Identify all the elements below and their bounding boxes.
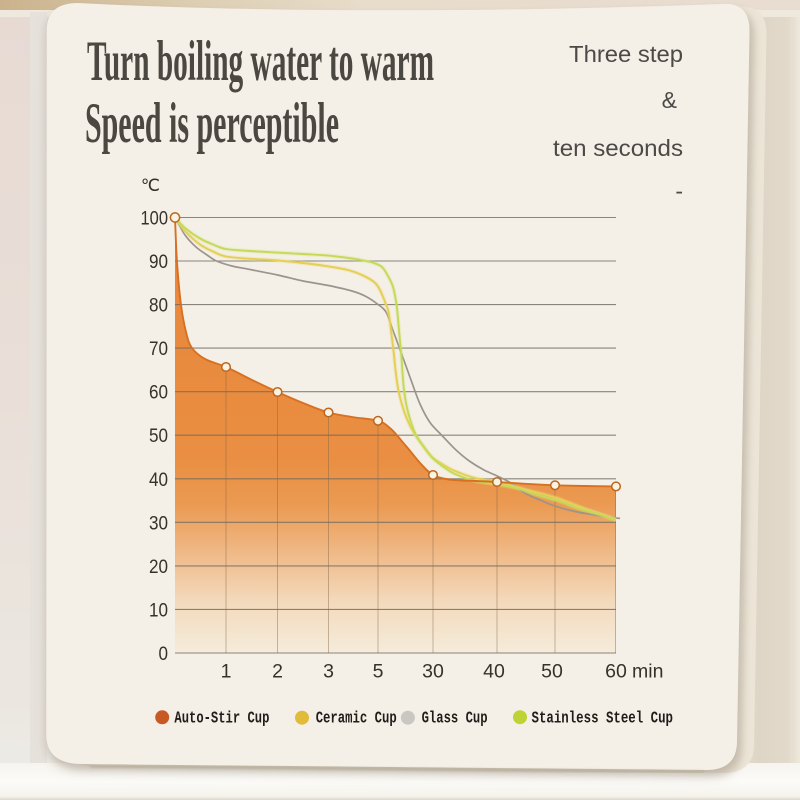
svg-text:60: 60 [605,661,627,683]
svg-text:70: 70 [149,338,168,360]
svg-text:2: 2 [272,661,283,683]
svg-text:50: 50 [149,425,168,447]
svg-text:10: 10 [149,599,168,621]
svg-text:Auto-Stir Cup: Auto-Stir Cup [174,710,269,729]
svg-text:Three step: Three step [569,41,683,67]
svg-text:Speed is perceptible: Speed is perceptible [85,92,339,155]
svg-text:3: 3 [323,661,334,683]
svg-text:Ceramic Cup: Ceramic Cup [316,710,397,729]
svg-text:Stainless Steel Cup: Stainless Steel Cup [532,710,674,729]
svg-text:30: 30 [149,512,168,534]
svg-text:-: - [675,178,683,204]
svg-text:60: 60 [149,382,168,404]
svg-text:1: 1 [221,661,232,683]
svg-text:5: 5 [373,661,384,683]
svg-text:20: 20 [149,556,168,578]
svg-text:0: 0 [159,643,169,665]
svg-text:30: 30 [422,661,444,683]
svg-text:40: 40 [149,469,168,491]
svg-text:50: 50 [541,661,563,683]
svg-text:Glass Cup: Glass Cup [422,710,488,729]
svg-text:ten seconds: ten seconds [553,135,683,161]
svg-text:min: min [632,661,663,683]
svg-text:80: 80 [149,295,168,317]
svg-text:℃: ℃ [141,176,160,195]
svg-text:Turn boiling water to warm: Turn boiling water to warm [87,30,434,93]
svg-text:40: 40 [483,661,505,683]
svg-text:90: 90 [149,251,168,273]
svg-text:100: 100 [141,208,169,230]
svg-text:&: & [662,87,677,113]
